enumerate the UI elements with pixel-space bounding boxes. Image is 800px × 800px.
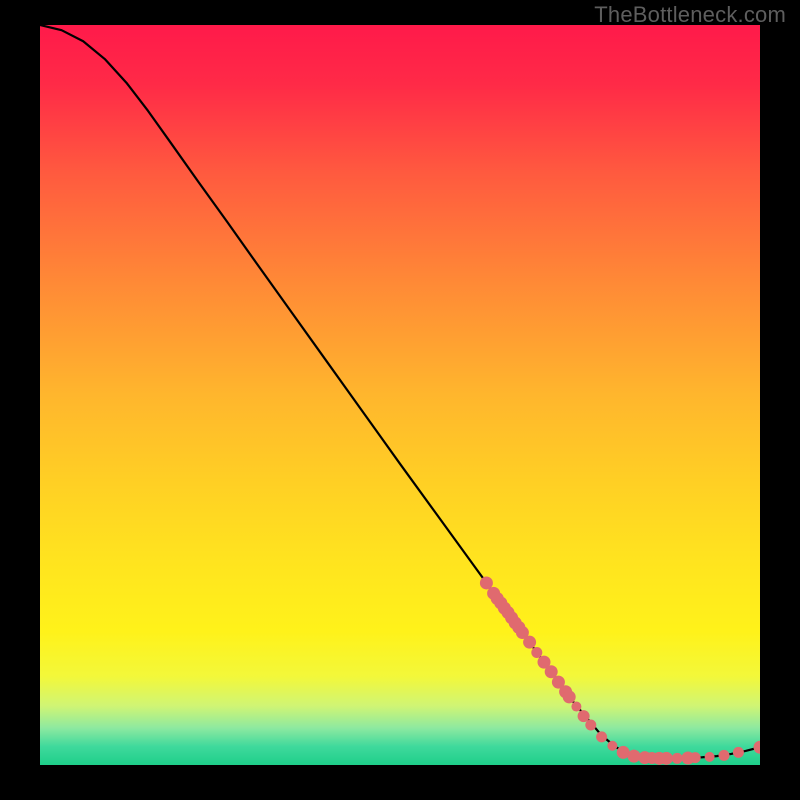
scatter-point [672,753,683,764]
scatter-point [563,690,576,703]
scatter-point [585,720,596,731]
scatter-point [660,752,673,765]
scatter-point [607,741,617,751]
scatter-point [690,752,701,763]
gradient-background [40,25,760,765]
plot-area [40,25,760,765]
scatter-point [523,636,536,649]
scatter-point [596,731,607,742]
scatter-point [578,710,590,722]
scatter-point [705,752,715,762]
scatter-point [531,647,542,658]
scatter-point [733,747,744,758]
bottleneck-chart [40,25,760,765]
scatter-point [571,702,581,712]
chart-frame: TheBottleneck.com [0,0,800,800]
scatter-point [719,750,730,761]
